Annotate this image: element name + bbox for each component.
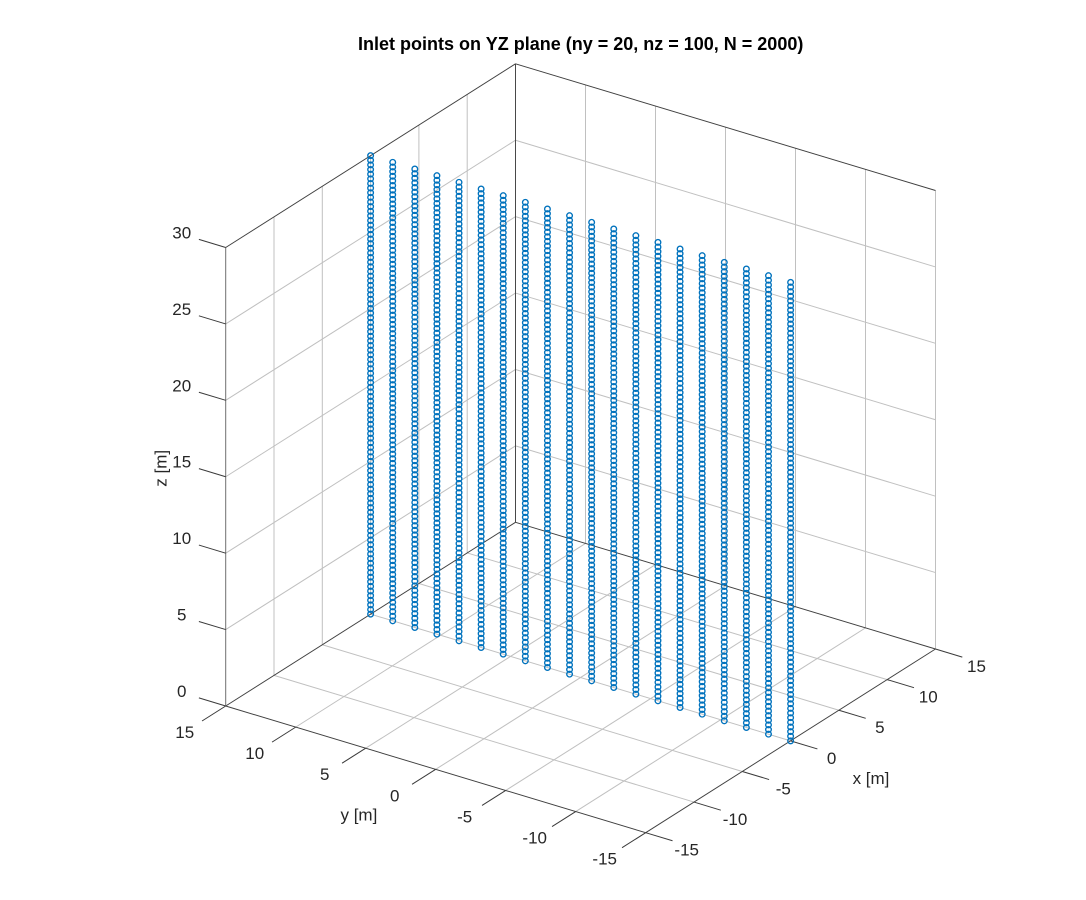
svg-text:-5: -5 [776,779,791,798]
svg-text:5: 5 [177,606,186,625]
svg-text:x [m]: x [m] [853,769,890,788]
svg-text:5: 5 [320,765,329,784]
svg-text:Inlet points on YZ plane (ny =: Inlet points on YZ plane (ny = 20, nz = … [358,34,803,54]
svg-text:15: 15 [967,657,986,676]
svg-text:25: 25 [172,300,191,319]
svg-text:15: 15 [172,453,191,472]
svg-text:-5: -5 [457,807,472,826]
svg-text:10: 10 [245,744,264,763]
svg-text:-10: -10 [522,829,547,848]
svg-text:-15: -15 [674,841,699,860]
svg-text:10: 10 [172,529,191,548]
svg-text:z [m]: z [m] [151,450,170,487]
svg-text:20: 20 [172,376,191,395]
svg-text:10: 10 [919,688,938,707]
svg-text:5: 5 [875,718,884,737]
svg-text:30: 30 [172,223,191,242]
svg-text:-10: -10 [723,810,748,829]
svg-text:-15: -15 [592,850,617,869]
svg-text:0: 0 [177,682,186,701]
svg-text:y [m]: y [m] [340,806,377,825]
svg-text:0: 0 [827,749,836,768]
svg-text:0: 0 [390,786,399,805]
svg-text:15: 15 [175,723,194,742]
